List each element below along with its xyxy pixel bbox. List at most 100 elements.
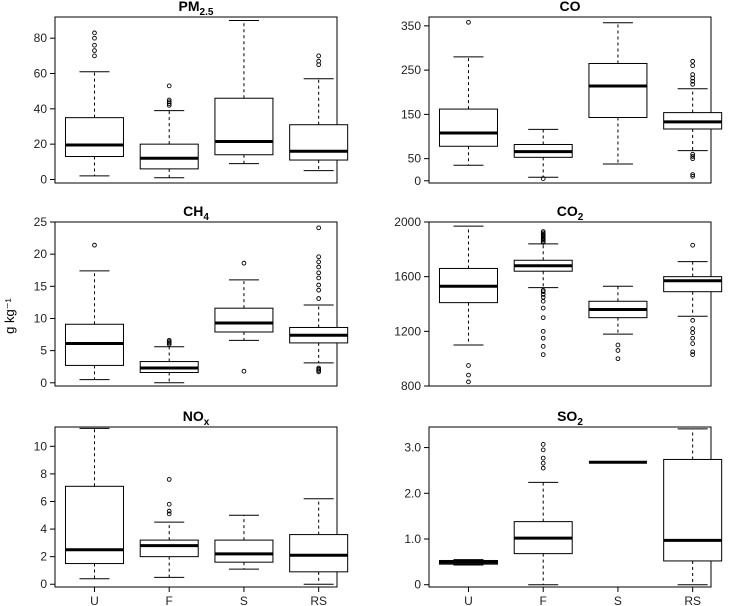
outlier-point	[316, 296, 322, 301]
box-U	[64, 242, 124, 381]
outlier-point	[540, 352, 546, 357]
panel-title: CH4	[183, 203, 209, 223]
outlier-point	[316, 282, 322, 288]
outlier-point	[316, 254, 322, 260]
y-tick-label: 60	[34, 67, 48, 81]
y-tick-label: 10	[34, 439, 48, 453]
outlier-point	[466, 19, 471, 25]
y-tick-label: 2.0	[404, 486, 421, 500]
outlier-point	[316, 264, 322, 270]
outlier-point	[540, 442, 546, 447]
outlier-point	[690, 242, 696, 248]
box-S	[214, 20, 274, 165]
y-tick-label: 1600	[394, 270, 421, 284]
panel-title-main: CO	[560, 0, 581, 14]
y-tick-label: 0	[414, 174, 421, 188]
y-tick-label: 1200	[394, 324, 421, 338]
outlier-point	[690, 174, 696, 179]
outlier-point	[540, 229, 546, 234]
box-F	[139, 337, 199, 384]
outlier-point	[690, 58, 696, 64]
outlier-point	[690, 172, 696, 177]
outlier-point	[615, 356, 621, 362]
outlier-point	[316, 287, 322, 293]
outlier-point	[166, 477, 172, 482]
outlier-point	[466, 363, 471, 368]
panel-title-subscript: 4	[203, 212, 209, 223]
y-tick-label: 150	[401, 107, 421, 121]
outlier-point	[690, 154, 696, 159]
outlier-point	[166, 99, 172, 105]
y-tick-label: 25	[34, 215, 48, 229]
panel-3: CO2 800 1200 1600 2000	[394, 203, 723, 393]
box-RS	[663, 58, 723, 179]
panel-4: NOx 0 2 4 6 8 10 U F S RS	[34, 408, 349, 606]
y-tick-label: 0	[40, 376, 47, 390]
panel-2: CH4 0 5 10 15 20 25	[34, 203, 349, 390]
iqr-box	[139, 143, 199, 170]
panel-title-main: PM	[179, 0, 200, 14]
outlier-point	[690, 63, 696, 69]
x-tick-label: S	[614, 594, 622, 606]
iqr-box	[139, 539, 199, 558]
panel-title-subscript: x	[204, 417, 210, 428]
x-tick-label: S	[240, 594, 248, 606]
outlier-point	[316, 225, 322, 231]
box-U	[438, 19, 498, 166]
outlier-point	[540, 287, 546, 293]
panel-title: SO2	[557, 408, 583, 428]
iqr-box	[64, 485, 124, 565]
shared-y-axis-label: g kg⁻¹	[2, 297, 17, 333]
box-RS	[289, 498, 349, 585]
iqr-box	[663, 458, 723, 562]
outlier-point	[690, 318, 696, 323]
y-tick-label: 1.0	[404, 532, 421, 546]
panel-title-main: NO	[183, 408, 204, 424]
outlier-point	[316, 58, 322, 64]
box-S	[588, 22, 648, 165]
plot-frame	[54, 426, 338, 588]
iqr-box	[214, 539, 274, 563]
outlier-point	[540, 455, 546, 461]
outlier-point	[690, 326, 696, 331]
panel-title: CO	[560, 0, 581, 14]
outlier-point	[690, 156, 696, 162]
box-S	[214, 260, 274, 374]
outlier-point	[316, 270, 322, 276]
y-tick-label: 80	[34, 31, 48, 45]
y-tick-label: 10	[34, 311, 48, 325]
outlier-point	[540, 294, 546, 300]
x-tick-label: U	[464, 594, 473, 606]
outlier-point	[540, 298, 546, 304]
outlier-point	[92, 35, 97, 41]
iqr-box	[663, 276, 723, 293]
outlier-point	[690, 330, 696, 336]
y-tick-label: 3.0	[404, 441, 421, 455]
outlier-point	[690, 81, 696, 87]
outlier-point	[92, 242, 97, 248]
panel-title: CO2	[557, 203, 584, 223]
outlier-point	[690, 78, 696, 84]
panel-title-subscript: 2	[577, 417, 583, 428]
box-S	[588, 285, 648, 362]
outlier-point	[316, 259, 322, 265]
outlier-point	[166, 511, 172, 517]
y-tick-label: 15	[34, 279, 48, 293]
outlier-point	[241, 368, 247, 374]
outlier-point	[615, 342, 621, 348]
y-tick-label: 4	[40, 522, 47, 536]
outlier-point	[166, 97, 172, 103]
outlier-point	[92, 42, 97, 48]
y-tick-label: 0	[40, 172, 47, 186]
x-tick-label: F	[540, 594, 547, 606]
box-F	[513, 128, 573, 181]
box-RS	[289, 53, 349, 172]
panel-title-main: CH	[183, 203, 203, 219]
outlier-point	[540, 460, 546, 466]
outlier-point	[540, 305, 546, 311]
y-tick-label: 2000	[394, 215, 421, 229]
y-tick-label: 50	[408, 152, 422, 166]
panel-5: SO2 0 1.0 2.0 3.0 U F S RS	[404, 408, 723, 606]
x-tick-label: RS	[684, 594, 701, 606]
panel-title: PM2.5	[179, 0, 214, 18]
